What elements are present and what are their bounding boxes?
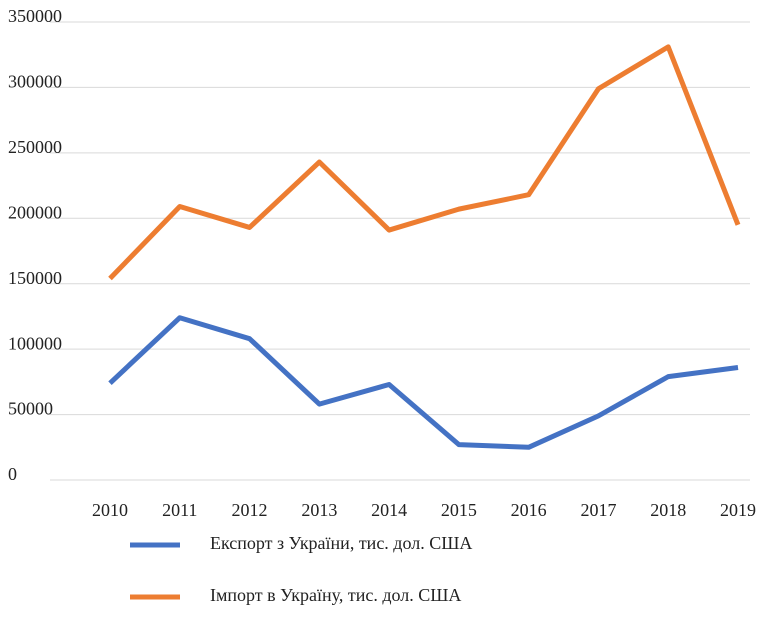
y-tick-label: 100000 [8,333,62,353]
y-tick-label: 0 [8,464,17,484]
x-tick-label: 2019 [720,500,756,520]
x-tick-label: 2011 [162,500,197,520]
y-tick-label: 150000 [8,268,62,288]
y-tick-label: 350000 [8,6,62,26]
x-tick-label: 2016 [511,500,547,520]
legend-label: Експорт з України, тис. дол. США [210,533,472,553]
y-tick-label: 300000 [8,72,62,92]
x-tick-label: 2010 [92,500,128,520]
x-tick-label: 2014 [371,500,407,520]
x-tick-label: 2013 [301,500,337,520]
x-tick-label: 2018 [650,500,686,520]
y-tick-label: 200000 [8,202,62,222]
y-tick-label: 250000 [8,137,62,157]
series-line [108,44,741,281]
series-line [108,315,739,450]
x-tick-label: 2017 [580,500,616,520]
x-tick-label: 2015 [441,500,477,520]
legend-label: Імпорт в Україну, тис. дол. США [210,585,461,605]
x-tick-label: 2012 [232,500,268,520]
y-tick-label: 50000 [8,399,53,419]
